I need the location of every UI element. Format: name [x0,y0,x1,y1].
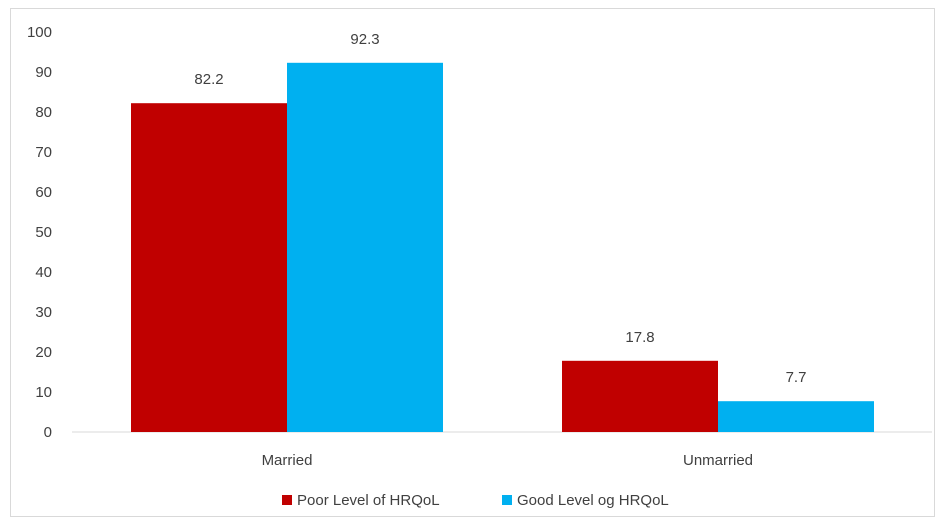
bar-good-unmarried [718,401,874,432]
bar-good-married [287,62,443,433]
y-tick-label: 70 [35,144,52,161]
y-tick-label: 0 [44,424,52,441]
y-tick-label: 60 [35,184,52,201]
data-label: 82.2 [194,71,223,88]
bar-poor-unmarried [562,360,718,432]
bars [131,62,874,433]
y-axis-tick-labels: 0 10 20 30 40 50 60 70 80 90 100 [27,24,52,441]
y-tick-label: 80 [35,104,52,121]
y-tick-label: 10 [35,384,52,401]
legend-swatch-good [502,495,512,505]
y-tick-label: 40 [35,264,52,281]
data-labels: 82.2 17.8 92.3 7.7 [194,31,806,386]
y-tick-label: 100 [27,24,52,41]
bar-poor-married [131,103,287,432]
category-label-married: Married [262,452,313,469]
y-tick-label: 20 [35,344,52,361]
data-label: 92.3 [350,31,379,48]
y-tick-label: 50 [35,224,52,241]
y-tick-label: 90 [35,64,52,81]
category-labels: Married Unmarried [262,452,753,469]
data-label: 7.7 [786,369,807,386]
y-tick-label: 30 [35,304,52,321]
legend-swatch-poor [282,495,292,505]
legend-label-poor: Poor Level of HRQoL [297,492,440,509]
legend: Poor Level of HRQoL Good Level og HRQoL [282,492,669,509]
category-label-unmarried: Unmarried [683,452,753,469]
data-label: 17.8 [625,329,654,346]
legend-label-good: Good Level og HRQoL [517,492,669,509]
